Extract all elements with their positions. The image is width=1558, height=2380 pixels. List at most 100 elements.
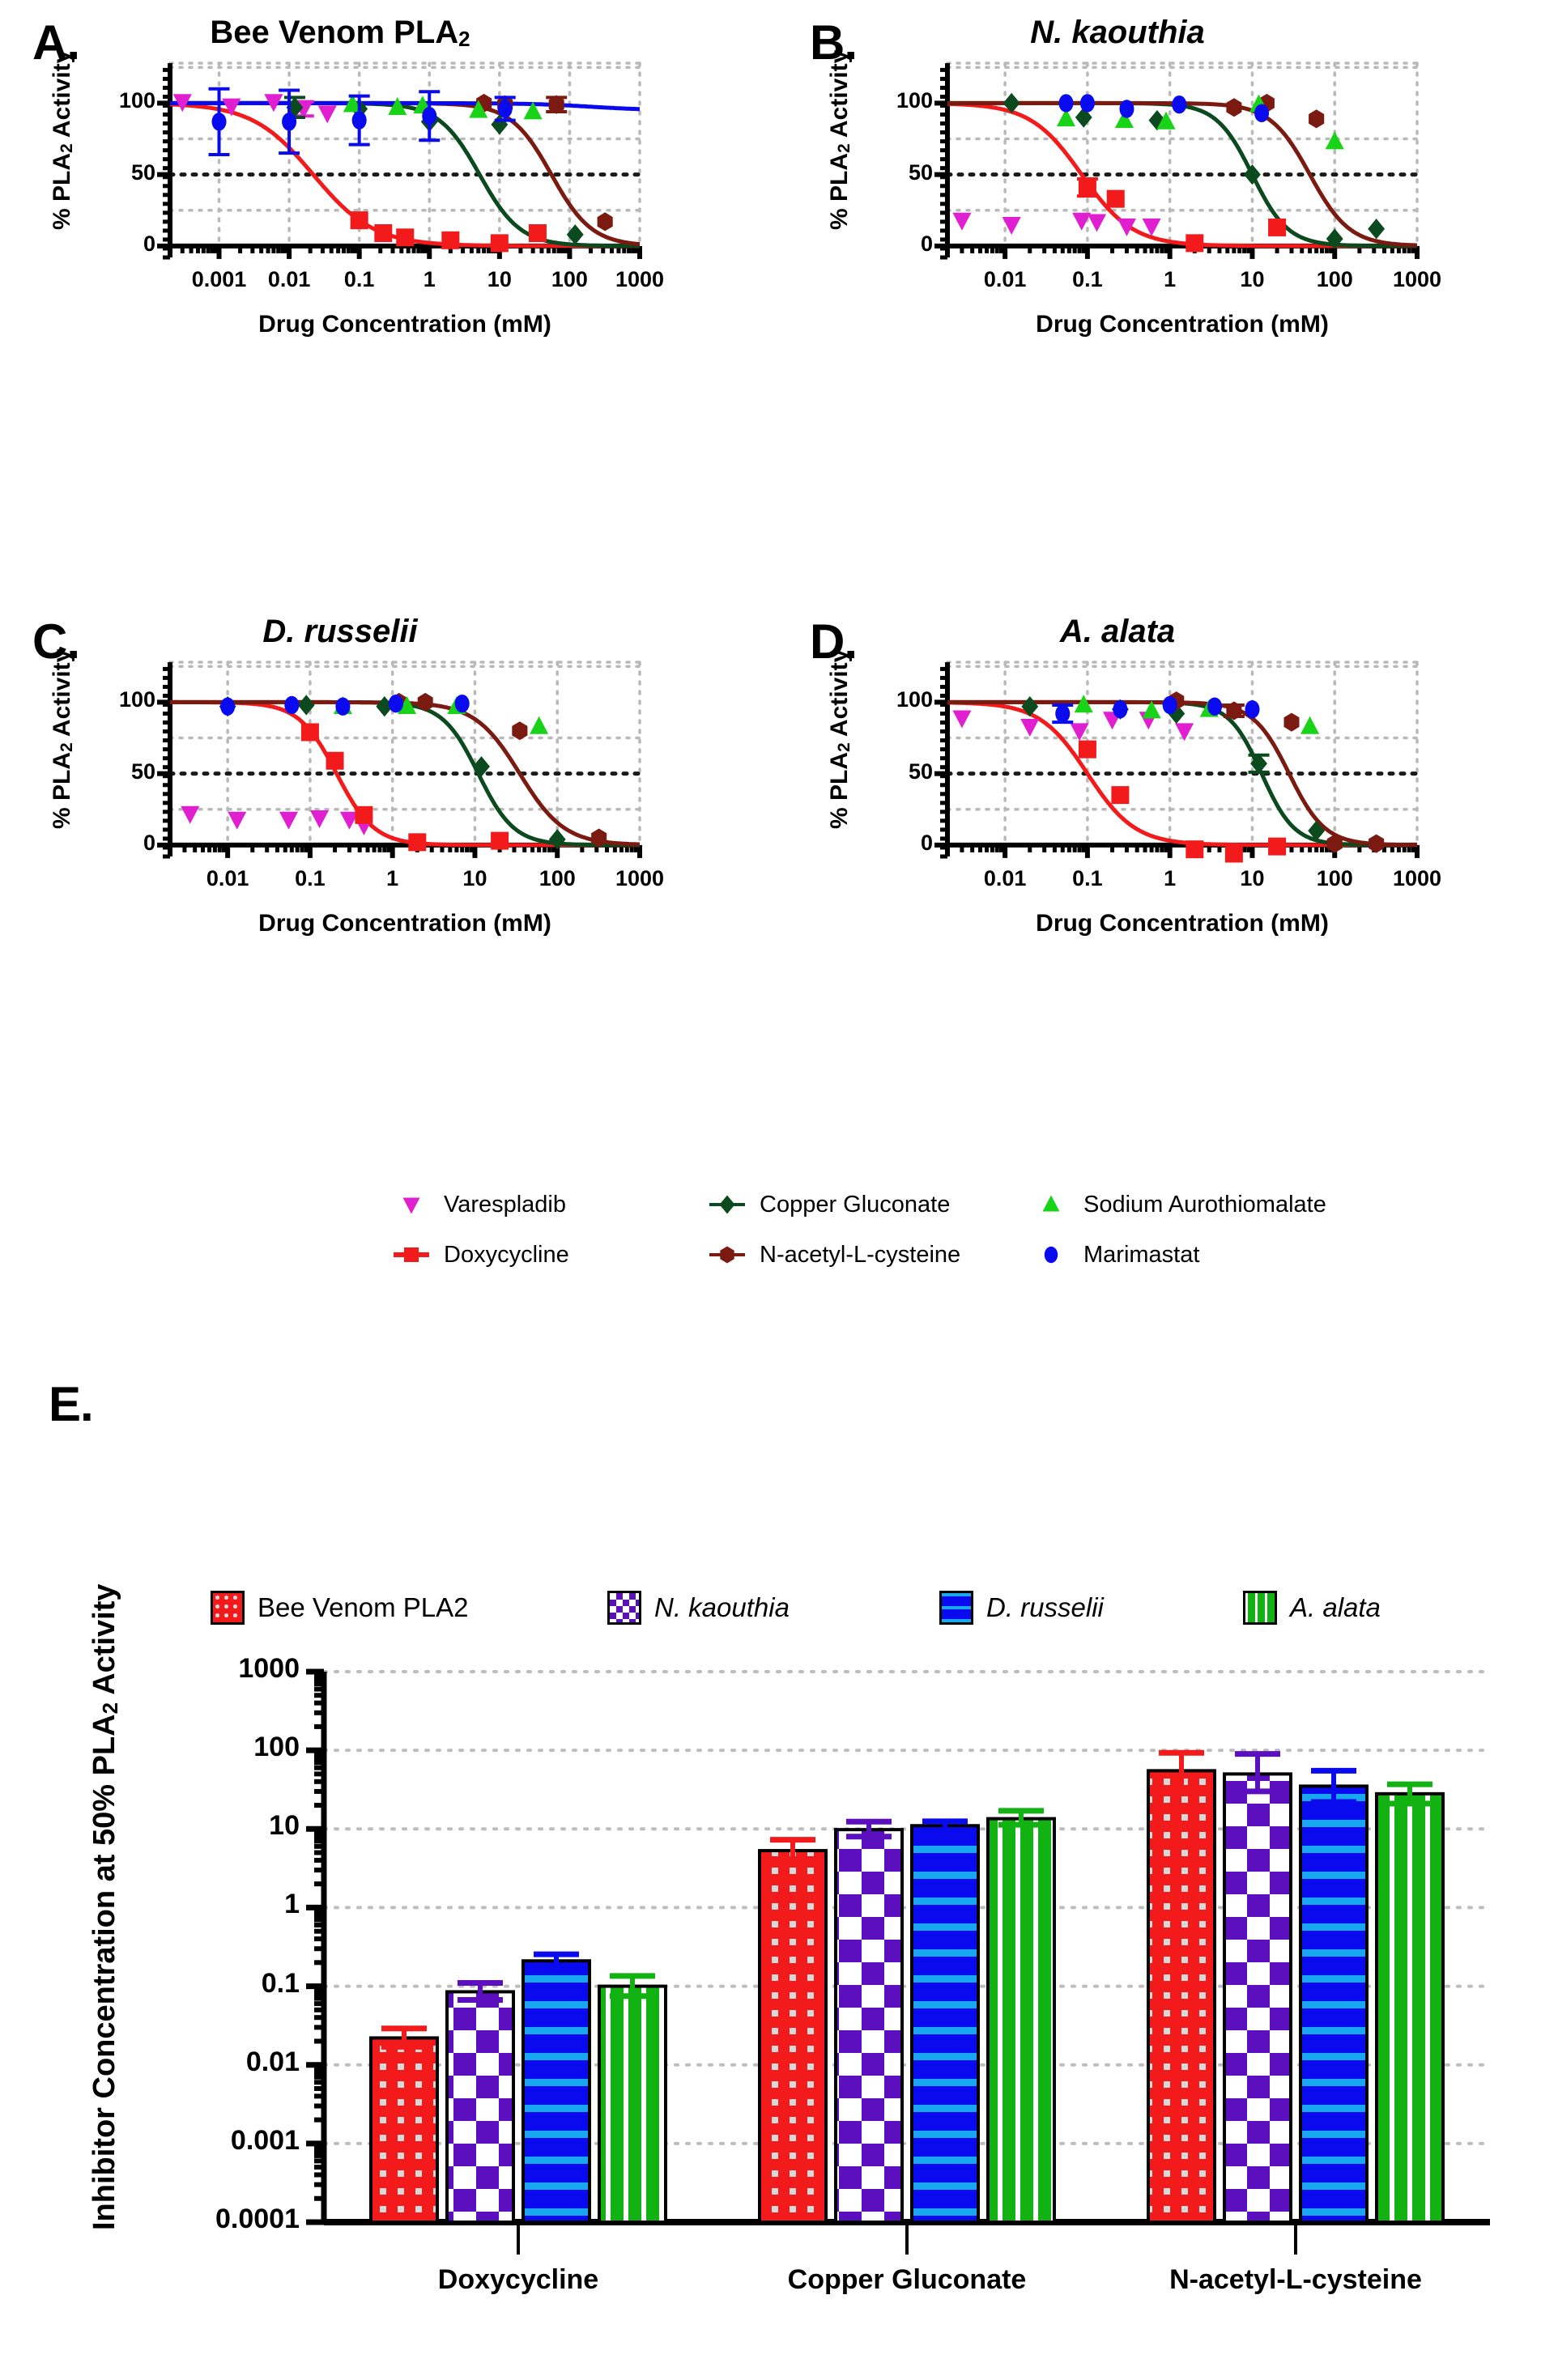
plot-C <box>157 661 642 859</box>
marker-triangle-down <box>181 805 200 824</box>
y-tick-label: 100 <box>896 687 933 712</box>
y-tick-label: 1000 <box>238 1653 300 1684</box>
panel-e-legend-item-a-alata: A. alata <box>1243 1591 1381 1625</box>
legend-label: Copper Gluconate <box>760 1191 951 1218</box>
marker-square <box>1186 840 1204 859</box>
y-tick-label: 50 <box>130 759 155 784</box>
series-doxycycline <box>300 723 509 852</box>
marker-diamond <box>1308 820 1326 841</box>
panel-letter-B: B. <box>810 15 858 70</box>
plot-D <box>934 661 1420 863</box>
marker-square <box>1078 178 1096 197</box>
legend-marker-circle <box>1044 1246 1058 1264</box>
marker-triangle-up <box>343 94 362 113</box>
y-tick-label: 50 <box>908 159 933 185</box>
marker-triangle-down <box>1002 217 1021 236</box>
marker-circle <box>388 694 403 713</box>
x-tick-label: 1 <box>423 266 436 291</box>
panel-e-y-axis-label: Inhibitor Concentration at 50% PLA2 Acti… <box>87 1583 122 2231</box>
x-tick-label: 1000 <box>615 865 665 890</box>
bar <box>986 1817 1056 2224</box>
marker-hexagon <box>1369 834 1385 853</box>
marker-circle <box>351 111 367 130</box>
marker-square <box>350 211 368 230</box>
marker-circle <box>282 113 297 131</box>
legend-item-copper-gluconate: Copper Gluconate <box>705 1190 950 1219</box>
series-sodium-aurothiomalate <box>1056 94 1344 150</box>
panel-title-A: Bee Venom PLA2 <box>210 15 470 51</box>
x-axis-label: Drug Concentration (mM) <box>1036 909 1329 937</box>
panel-title-C: D. russelii <box>262 614 418 649</box>
x-tick-label: 100 <box>538 865 576 890</box>
marker-triangle-up <box>1056 108 1076 127</box>
marker-square <box>404 1247 419 1262</box>
marker-triangle-up <box>1325 131 1344 150</box>
legend-label: Doxycycline <box>444 1241 569 1268</box>
y-tick-label: 100 <box>253 1732 300 1763</box>
y-tick-label: 100 <box>118 88 155 113</box>
panel-C: C. D. russelii 0 50 100 0.01 0.1 1 10 100 1000 % PL… <box>0 599 777 1198</box>
marker-square <box>408 833 427 852</box>
marker-triangle-up <box>1114 109 1134 128</box>
marker-triangle-up <box>1142 700 1161 719</box>
x-tick-label: 0.01 <box>983 865 1027 890</box>
marker-circle <box>1113 700 1128 719</box>
legend-swatch-checker <box>607 1591 641 1625</box>
x-category-label: N-acetyl-L-cysteine <box>1169 2264 1422 2295</box>
marker-triangle-down <box>1070 723 1089 742</box>
marker-triangle-down <box>228 811 247 830</box>
legend-item-n-acetyl-l-cysteine: N-acetyl-L-cysteine <box>705 1240 960 1269</box>
panel-e-legend-item-bee-venom-pla2: Bee Venom PLA2 <box>211 1591 469 1625</box>
x-tick-label: 0.01 <box>983 266 1027 291</box>
marker-circle <box>454 694 470 713</box>
marker-circle <box>1207 697 1223 716</box>
marker-diamond <box>376 696 394 717</box>
bar <box>445 1990 515 2224</box>
marker-triangle-up <box>398 696 417 715</box>
marker-circle <box>422 107 437 125</box>
y-tick-label: 0 <box>920 231 933 256</box>
marker-square <box>1106 189 1125 208</box>
series-n-acetyl-l-cysteine <box>1168 691 1385 853</box>
x-tick-label: 0.1 <box>1072 266 1103 291</box>
curve-legend: Varespladib Copper Gluconate Sodium Auroth… <box>389 1190 1326 1295</box>
legend-swatch-vstripe <box>1243 1591 1277 1625</box>
x-tick-label: 0.1 <box>1072 865 1103 890</box>
marker-hexagon <box>417 692 433 712</box>
series-n-acetyl-l-cysteine <box>391 692 607 848</box>
bar <box>758 1849 828 2225</box>
panel-E: E. Bee Venom PLA2 N. kaouthia D. russelii A.… <box>0 1328 1558 2380</box>
y-axis-label: % PLA2 Activity <box>826 649 853 830</box>
x-category-label: Copper Gluconate <box>787 2264 1027 2295</box>
marker-hexagon <box>1226 98 1242 117</box>
marker-diamond <box>297 695 315 716</box>
series-marimastat <box>1058 94 1270 122</box>
plot-A <box>157 62 642 260</box>
x-tick-label: 0.1 <box>295 865 326 890</box>
legend-marker-hexagon <box>709 1246 745 1264</box>
marker-square <box>396 228 415 247</box>
y-axis-label: % PLA2 Activity <box>49 649 76 830</box>
bar <box>521 1959 591 2225</box>
marker-triangle-down <box>1020 719 1040 737</box>
panel-e-legend-item-n-kaouthia: N. kaouthia <box>607 1591 790 1625</box>
marker-circle <box>1058 94 1074 113</box>
marker-triangle-up <box>469 100 488 118</box>
panel-D: D. A. alata 0 50 100 0.01 0.1 1 10 100 1000 % PLA2 … <box>777 599 1555 1198</box>
marker-hexagon <box>1283 712 1300 732</box>
bar <box>369 2036 439 2225</box>
x-tick-label: 1 <box>1164 266 1177 291</box>
series-doxycycline <box>1076 176 1287 253</box>
series-n-acetyl-l-cysteine <box>1226 93 1325 129</box>
marker-hexagon <box>1226 701 1242 720</box>
marker-square <box>300 723 319 742</box>
marker-triangle-up <box>530 716 549 734</box>
marker-triangle-down <box>339 811 360 830</box>
x-tick-label: 1000 <box>1392 865 1442 890</box>
marker-triangle-up <box>1156 111 1176 130</box>
marker-triangle-up <box>523 101 543 120</box>
marker-diamond <box>1148 109 1166 131</box>
marker-triangle-down <box>279 811 299 830</box>
marker-hexagon <box>512 721 528 741</box>
marker-diamond <box>473 756 490 777</box>
